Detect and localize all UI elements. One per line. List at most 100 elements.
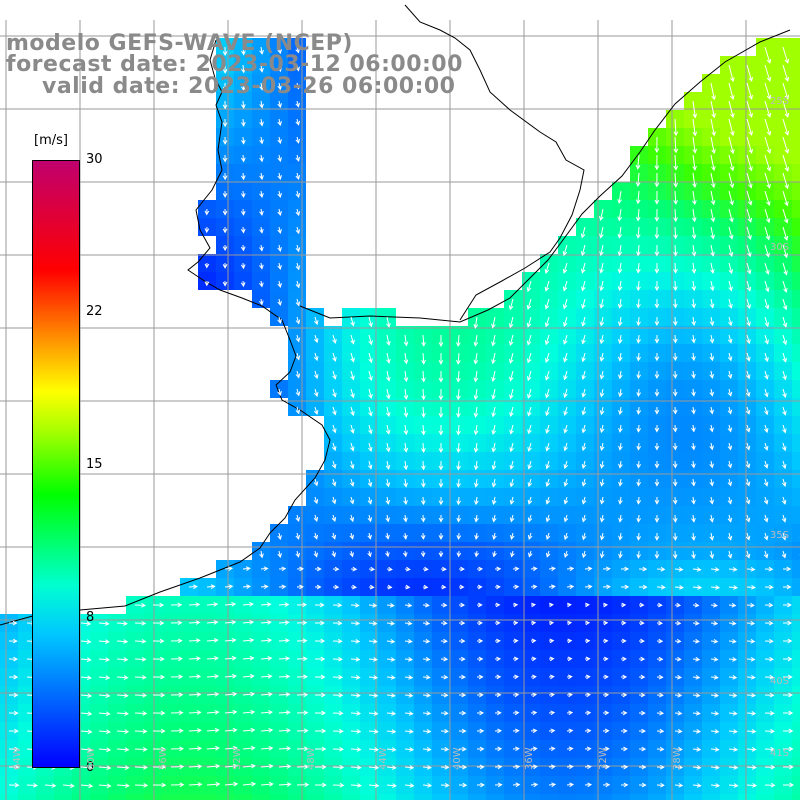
wind-arrow-head xyxy=(231,637,237,643)
lon-label: 64W xyxy=(12,747,23,770)
wind-arrow xyxy=(422,406,425,417)
wind-arrow-head xyxy=(733,585,739,590)
wind-arrow-head xyxy=(636,481,642,487)
wind-arrow-head xyxy=(728,286,733,292)
lon-label: 52W xyxy=(232,747,243,770)
wind-arrow-head xyxy=(249,637,255,643)
wind-arrow-head xyxy=(567,674,573,680)
wind-arrow-head xyxy=(14,728,19,734)
wind-arrow-head xyxy=(386,376,391,382)
wind-arrow xyxy=(80,712,92,715)
wind-arrow xyxy=(581,262,586,273)
wind-arrow-head xyxy=(551,782,557,788)
wind-arrow-head xyxy=(641,746,647,752)
wind-arrow xyxy=(296,352,300,360)
wind-arrow-head xyxy=(769,656,775,662)
wind-arrow-head xyxy=(514,566,520,572)
lon-label: 56W xyxy=(158,747,169,770)
wind-arrow-head xyxy=(636,338,641,344)
wind-arrow-head xyxy=(782,410,787,416)
wind-arrow xyxy=(527,298,532,310)
wind-arrow-head xyxy=(727,463,733,469)
wind-arrow-head xyxy=(332,374,337,380)
wind-arrow xyxy=(278,711,290,714)
wind-arrow xyxy=(637,406,640,414)
wind-arrow-head xyxy=(788,746,794,752)
wind-arrow-head xyxy=(240,157,246,163)
wind-cell xyxy=(414,794,432,800)
wind-arrow-head xyxy=(231,655,237,661)
wind-arrow-head xyxy=(654,286,660,292)
wind-arrow xyxy=(692,766,701,769)
wind-arrow-head xyxy=(390,657,396,662)
wind-arrow-head xyxy=(456,552,462,558)
wind-arrow-head xyxy=(694,620,700,626)
wind-arrow-head xyxy=(784,112,790,118)
wind-arrow-head xyxy=(692,165,697,171)
wind-arrow xyxy=(368,766,379,769)
wind-arrow xyxy=(260,100,263,108)
wind-arrow-head xyxy=(654,536,660,541)
wind-arrow-head xyxy=(104,639,110,644)
wind-arrow-head xyxy=(491,394,496,400)
wind-arrow-head xyxy=(222,246,228,252)
wind-arrow-head xyxy=(356,711,362,716)
wind-arrow xyxy=(80,694,92,697)
wind-arrow-head xyxy=(438,448,444,454)
wind-arrow-head xyxy=(711,95,716,101)
wind-arrow-head xyxy=(545,393,550,399)
wind-arrow xyxy=(728,352,732,361)
wind-arrow-head xyxy=(603,620,609,626)
wind-arrow xyxy=(404,388,407,399)
wind-arrow-head xyxy=(545,411,550,417)
wind-arrow-head xyxy=(179,746,184,752)
wind-arrow-head xyxy=(368,393,373,399)
wind-arrow-head xyxy=(672,517,678,523)
wind-arrow-head xyxy=(334,566,340,572)
wind-arrow-head xyxy=(729,217,734,223)
wind-arrow-head xyxy=(727,356,733,362)
wind-arrow-head xyxy=(765,252,770,258)
wind-arrow-head xyxy=(676,620,682,626)
wind-arrow-head xyxy=(339,764,345,770)
wind-arrow xyxy=(242,118,245,126)
wind-arrow-head xyxy=(405,584,411,590)
wind-arrow-head xyxy=(368,322,373,328)
wind-arrow-head xyxy=(438,413,444,418)
wind-arrow xyxy=(350,334,355,344)
wind-arrow-head xyxy=(228,584,234,589)
wind-arrow xyxy=(332,496,336,504)
wind-arrow-head xyxy=(456,482,461,488)
wind-arrow-head xyxy=(14,764,20,770)
wind-arrow xyxy=(782,226,788,241)
wind-arrow-head xyxy=(222,281,228,287)
wind-arrow-head xyxy=(789,782,795,788)
wind-arrow xyxy=(710,712,719,715)
wind-arrow-head xyxy=(259,553,264,559)
wind-arrow-head xyxy=(784,94,790,100)
wind-arrow-head xyxy=(617,339,623,344)
wind-arrow-head xyxy=(339,782,345,788)
wind-arrow-head xyxy=(715,783,721,788)
wind-arrow-head xyxy=(456,359,461,365)
wind-arrow-head xyxy=(479,746,485,752)
wind-arrow xyxy=(674,154,677,170)
wind-arrow-head xyxy=(196,710,202,715)
wind-arrow-head xyxy=(763,499,769,505)
wind-arrow-head xyxy=(403,500,408,506)
wind-cell xyxy=(792,236,800,254)
wind-arrow-head xyxy=(259,175,264,181)
wind-arrow xyxy=(224,783,238,786)
wind-arrow xyxy=(728,316,732,326)
wind-cell xyxy=(648,794,666,800)
wind-arrow xyxy=(728,784,738,787)
wind-arrow xyxy=(728,208,733,222)
wind-arrow xyxy=(764,478,768,486)
wind-arrow-head xyxy=(124,765,130,770)
wind-arrow-head xyxy=(695,692,701,698)
wind-arrow-head xyxy=(747,200,753,206)
wind-arrow-head xyxy=(332,356,337,362)
wind-arrow xyxy=(509,370,514,381)
wind-arrow xyxy=(710,388,713,396)
wind-arrow xyxy=(546,460,550,469)
